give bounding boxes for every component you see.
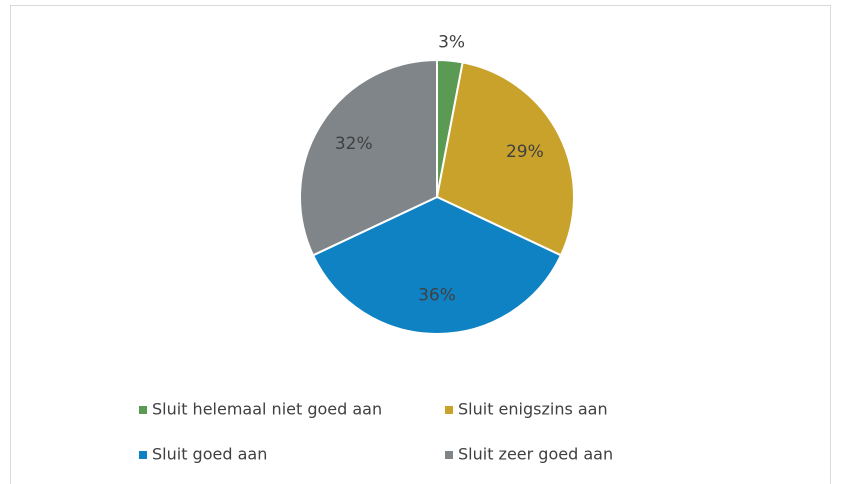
data-label: 32% bbox=[335, 134, 373, 154]
legend-swatch bbox=[139, 406, 147, 414]
pie-slice bbox=[299, 58, 438, 257]
pie-slice bbox=[435, 61, 575, 257]
pie-slice bbox=[311, 195, 563, 335]
data-label: 36% bbox=[418, 286, 456, 306]
data-label: 29% bbox=[506, 142, 544, 162]
data-label: 3% bbox=[438, 33, 465, 53]
legend-label: Sluit enigszins aan bbox=[458, 400, 608, 419]
legend-swatch bbox=[445, 406, 453, 414]
legend-label: Sluit helemaal niet goed aan bbox=[152, 400, 382, 419]
legend-label: Sluit zeer goed aan bbox=[458, 445, 613, 464]
legend-swatch bbox=[445, 451, 453, 459]
legend-swatch bbox=[139, 451, 147, 459]
legend-label: Sluit goed aan bbox=[152, 445, 267, 464]
